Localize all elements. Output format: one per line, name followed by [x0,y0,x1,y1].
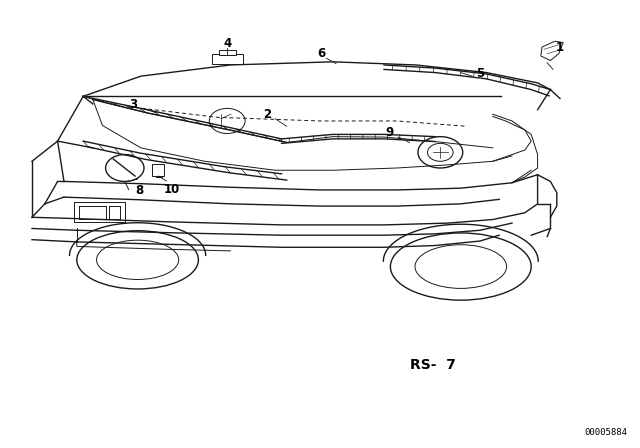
Text: 5: 5 [476,67,484,81]
Text: 4: 4 [223,37,231,51]
Text: 10: 10 [163,183,180,196]
Text: 9: 9 [385,126,393,139]
Text: 6: 6 [317,47,325,60]
Polygon shape [541,41,563,60]
Text: 00005884: 00005884 [584,428,627,437]
FancyBboxPatch shape [152,164,164,176]
Text: 8: 8 [136,184,143,197]
Text: 2: 2 [264,108,271,121]
Text: 3: 3 [129,98,137,111]
Text: RS-  7: RS- 7 [410,358,456,372]
FancyBboxPatch shape [219,50,236,55]
FancyBboxPatch shape [212,54,243,64]
Text: 1: 1 [556,41,564,55]
